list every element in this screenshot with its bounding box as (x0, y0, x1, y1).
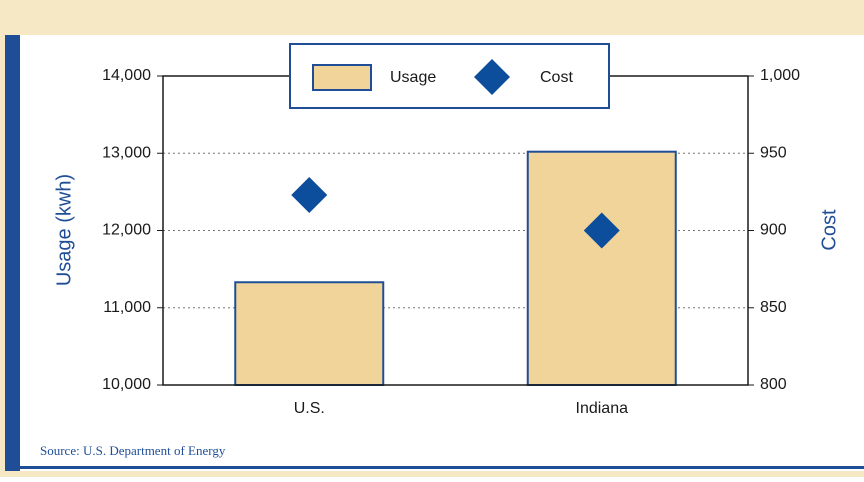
source-note: Source: U.S. Department of Energy (40, 443, 226, 458)
y-tick-label: 13,000 (102, 144, 151, 161)
x-tick-label: U.S. (294, 400, 325, 417)
bar (234, 281, 385, 387)
y2-tick-label: 900 (760, 222, 787, 239)
y-tick-label: 11,000 (103, 299, 151, 316)
y-tick-label: 12,000 (102, 222, 151, 239)
legend-label: Cost (540, 69, 573, 86)
legend-label: Usage (390, 69, 436, 86)
bar (526, 150, 677, 386)
y-axis-title: Usage (kwh) (53, 174, 75, 286)
y2-tick-label: 800 (760, 376, 787, 393)
x-tick-label: Indiana (576, 400, 629, 417)
legend-swatch (474, 59, 510, 95)
y2-tick-label: 950 (760, 144, 787, 161)
y2-tick-label: 850 (760, 299, 787, 316)
y-tick-label: 10,000 (102, 376, 151, 393)
y2-axis-title: Cost (818, 209, 840, 251)
cost-marker (583, 212, 620, 249)
left-stripe (5, 35, 20, 471)
cost-marker (291, 176, 328, 213)
y2-tick-label: 1,000 (760, 67, 800, 84)
y-tick-label: 14,000 (102, 67, 151, 84)
bottom-rule (5, 466, 864, 469)
legend-swatch (312, 64, 372, 91)
